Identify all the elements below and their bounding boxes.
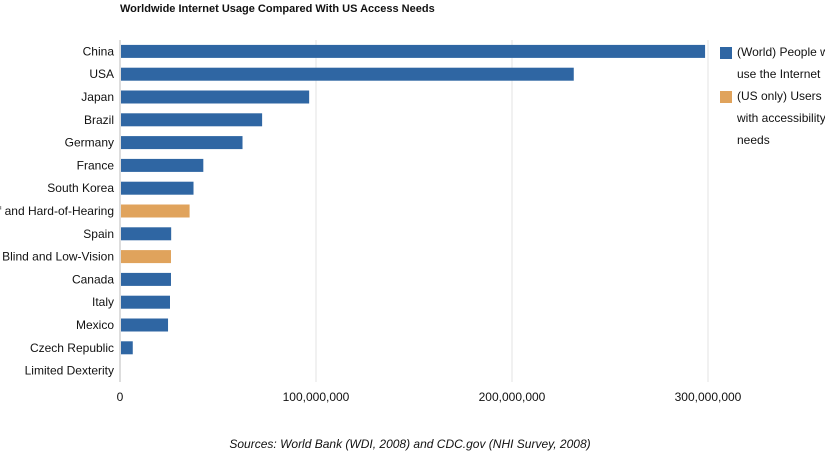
bar xyxy=(121,250,171,264)
category-label: Limited Dexterity xyxy=(25,364,114,378)
legend-label: (US only) Users xyxy=(737,89,822,103)
bar xyxy=(121,272,171,286)
category-label: Spain xyxy=(83,227,114,241)
category-label: Canada xyxy=(72,272,114,286)
x-tick-label: 100,000,000 xyxy=(283,390,350,404)
x-axis-ticks: 0 100,000,000 200,000,000 300,000,000 xyxy=(117,390,742,404)
bar xyxy=(121,136,243,150)
bar xyxy=(121,181,194,195)
bar xyxy=(121,318,169,332)
chart-source: Sources: World Bank (WDI, 2008) and CDC.… xyxy=(229,437,590,451)
legend-label: (World) People who xyxy=(737,45,825,59)
category-label: USA xyxy=(89,67,114,81)
category-labels: China USA Japan Brazil Germany France South Ko… xyxy=(0,44,114,377)
category-label: South Korea xyxy=(47,181,114,195)
grid xyxy=(119,40,709,382)
bar xyxy=(121,67,574,81)
legend-swatch xyxy=(720,91,732,103)
bar xyxy=(121,341,133,355)
bars xyxy=(121,44,706,355)
x-tick-label: 0 xyxy=(117,390,124,404)
legend-label: use the Internet xyxy=(737,67,821,81)
category-label: Japan xyxy=(81,90,114,104)
chart-title: Worldwide Internet Usage Compared With U… xyxy=(120,3,435,15)
category-label: Brazil xyxy=(84,113,114,127)
legend-swatch xyxy=(720,47,732,59)
bar xyxy=(121,227,172,241)
x-tick-label: 200,000,000 xyxy=(479,390,546,404)
legend-label: with accessibility xyxy=(736,111,825,125)
category-label: Czech Republic xyxy=(30,341,114,355)
bar xyxy=(121,113,263,127)
category-label: Italy xyxy=(92,295,114,309)
bar xyxy=(121,158,204,172)
bar xyxy=(121,204,190,218)
category-label: Blind and Low-Vision xyxy=(2,250,114,264)
category-label: France xyxy=(77,158,115,172)
x-tick-label: 300,000,000 xyxy=(675,390,742,404)
category-label: Deaf and Hard-of-Hearing xyxy=(0,204,114,218)
legend: (World) People who use the Internet (US on… xyxy=(720,45,825,147)
legend-label: needs xyxy=(737,133,770,147)
bar xyxy=(121,90,310,104)
category-label: Germany xyxy=(65,136,114,150)
category-label: China xyxy=(83,44,115,58)
bar xyxy=(121,44,706,58)
bar xyxy=(121,295,170,309)
category-label: Mexico xyxy=(76,318,114,332)
